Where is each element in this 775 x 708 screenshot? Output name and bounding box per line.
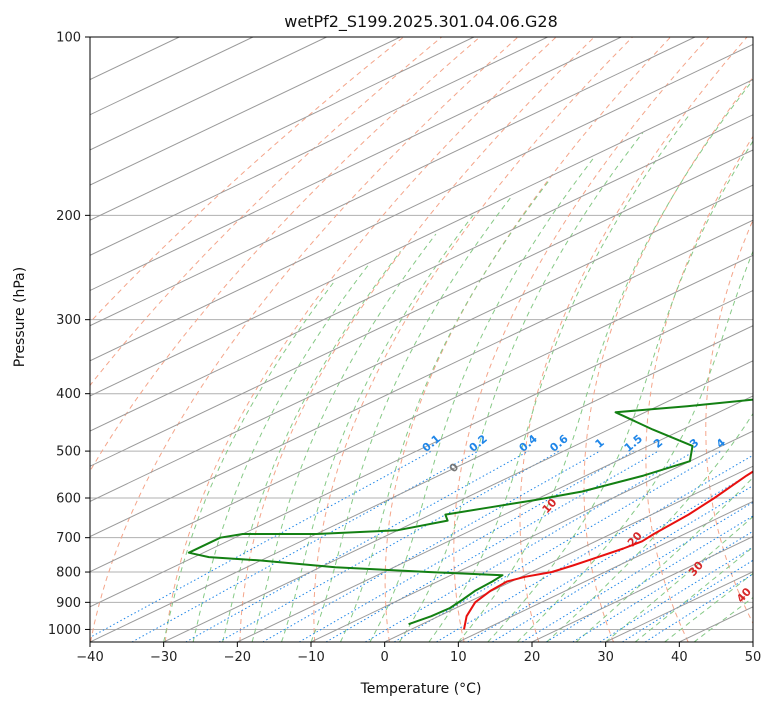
moist-adiabat	[192, 261, 371, 642]
moist-adiabat	[605, 515, 753, 642]
mixing-ratio-line	[185, 450, 529, 642]
moist-adiabat	[487, 140, 753, 642]
isotherm	[90, 114, 753, 432]
x-tick-label: 10	[450, 650, 467, 665]
dewpoint-profile-line	[187, 398, 753, 626]
isotherm	[90, 325, 753, 642]
isotherms	[90, 37, 753, 642]
x-tick-label: −30	[150, 650, 177, 665]
mixing-ratio-line	[599, 546, 753, 642]
moist-adiabat	[310, 194, 513, 642]
y-tick-label: 800	[56, 566, 81, 581]
dry-adiabat	[90, 37, 443, 387]
dry-adiabat	[583, 76, 753, 642]
mixing-ratio-line	[546, 515, 753, 642]
isotherm	[458, 500, 753, 642]
y-tick-label: 200	[56, 209, 81, 224]
x-tick-label: 20	[524, 650, 541, 665]
x-tick-label: 30	[597, 650, 614, 665]
isotherm	[163, 360, 753, 642]
y-axis-ticks: 100 200 300 400 500 600 700 800 900 1000	[48, 31, 90, 638]
moist-adiabat	[369, 157, 595, 642]
mixing-ratio-line	[622, 559, 753, 642]
mixing-ratio-lines	[90, 450, 753, 642]
mixing-ratio-line	[521, 501, 753, 642]
dry-adiabat	[519, 37, 748, 642]
x-tick-label: −10	[297, 650, 324, 665]
plot-frame	[89, 36, 754, 643]
dry-adiabats	[90, 37, 753, 642]
mixing-ratio-line	[325, 450, 659, 642]
isotherm	[90, 37, 548, 256]
isotherm	[90, 149, 753, 467]
isotherm	[90, 219, 753, 538]
moist-adiabat	[634, 546, 753, 642]
mixing-ratio-line	[393, 450, 722, 642]
isotherm	[310, 430, 753, 642]
y-tick-label: 600	[56, 492, 81, 507]
x-axis-title: Temperature (°C)	[360, 681, 482, 697]
moist-adiabat	[340, 180, 550, 642]
isotherm	[90, 289, 753, 608]
moist-adiabat	[516, 249, 753, 642]
isotherm	[90, 254, 753, 573]
isotherm	[90, 37, 401, 186]
isotherm	[90, 37, 475, 221]
temperature-profile-line	[463, 470, 753, 630]
pressure-gridlines	[90, 37, 753, 630]
mixing-ratio-line	[90, 450, 432, 639]
plot-area: 0.10.20.40.611.52346810131620253036-100-…	[90, 37, 754, 642]
dry-adiabat	[313, 37, 633, 642]
mixing-ratio-line	[298, 450, 634, 642]
moist-adiabat	[251, 233, 437, 642]
mixing-ratio-line	[467, 471, 753, 642]
mixing-ratio-line	[572, 530, 753, 642]
isotherm	[90, 37, 327, 151]
isotherm	[90, 37, 696, 327]
dry-adiabat	[90, 37, 519, 642]
moist-adiabat	[222, 250, 401, 642]
moist-adiabat	[428, 113, 691, 642]
sounding-profiles	[187, 398, 753, 630]
isotherm	[90, 79, 753, 397]
x-tick-label: 0	[381, 650, 389, 665]
isotherm	[531, 535, 753, 642]
mixing-ratio-line	[218, 450, 560, 642]
moist-adiabat	[575, 476, 753, 642]
y-tick-label: 400	[56, 387, 81, 402]
mixing-ratio-line	[131, 450, 479, 642]
y-tick-label: 700	[56, 531, 81, 546]
moist-adiabat	[281, 214, 474, 642]
chart-title: wetPf2_S199.2025.301.04.06.G28	[284, 12, 558, 32]
x-tick-label: −20	[224, 650, 251, 665]
mixing-ratio-line	[436, 454, 753, 642]
isotherm	[90, 37, 622, 292]
y-axis-title: Pressure (hPa)	[12, 267, 28, 367]
isotherm	[237, 395, 753, 642]
mixing-ratio-line	[492, 485, 753, 642]
x-tick-label: 40	[671, 650, 688, 665]
moist-adiabat-label: 40	[734, 585, 754, 605]
moist-adiabat	[398, 132, 644, 642]
y-tick-label: 1000	[48, 623, 81, 638]
y-tick-label: 300	[56, 313, 81, 328]
x-tick-label: 50	[745, 650, 762, 665]
dry-adiabat	[453, 37, 710, 642]
isotherm	[384, 465, 753, 642]
y-tick-label: 500	[56, 445, 81, 460]
dry-adiabat	[645, 135, 753, 642]
x-tick-label: −40	[76, 650, 103, 665]
x-axis-ticks: −40 −30 −20 −10 0 10 20 30 40 50	[76, 642, 761, 665]
y-tick-label: 900	[56, 596, 81, 611]
isotherm	[90, 43, 753, 362]
y-tick-label: 100	[56, 31, 81, 46]
isotherm	[90, 184, 753, 502]
